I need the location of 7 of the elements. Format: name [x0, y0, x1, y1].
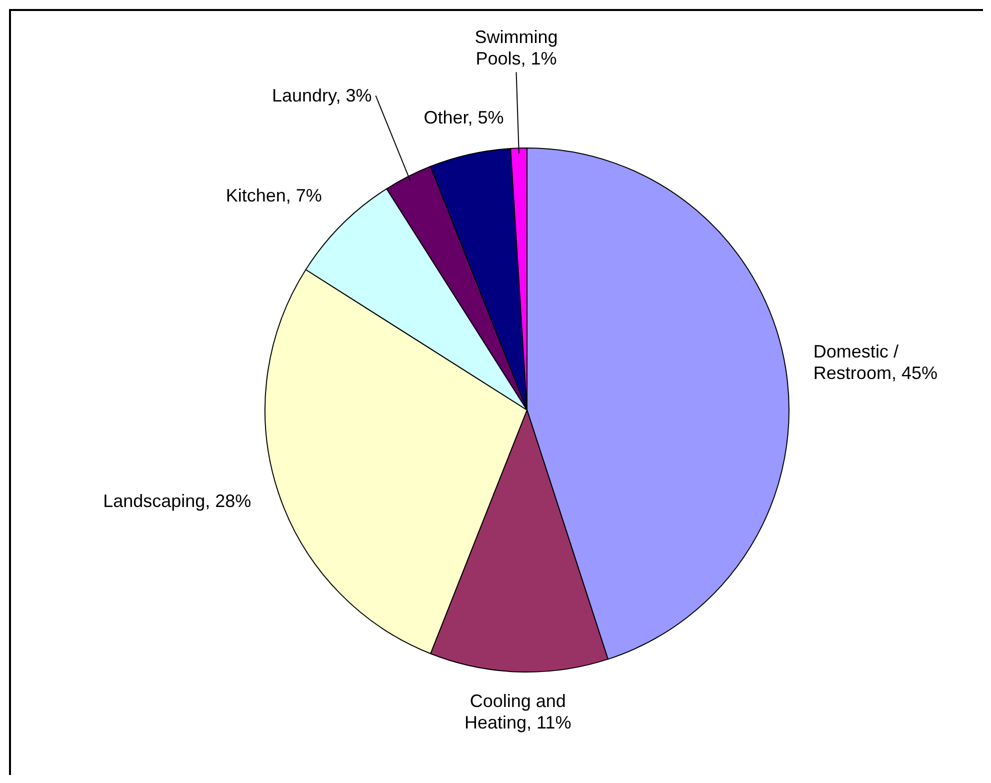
slice-label: Other, 5% — [424, 107, 504, 128]
slice-label: Landscaping, 28% — [103, 490, 252, 511]
slice-label: Cooling and Heating, 11% — [464, 691, 572, 733]
slice-label: Kitchen, 7% — [226, 185, 322, 206]
slice-label: Swimming Pools, 1% — [474, 26, 558, 69]
slice-label: Domestic / Restroom, 45% — [813, 341, 938, 384]
slice-label: Laundry, 3% — [272, 86, 372, 106]
